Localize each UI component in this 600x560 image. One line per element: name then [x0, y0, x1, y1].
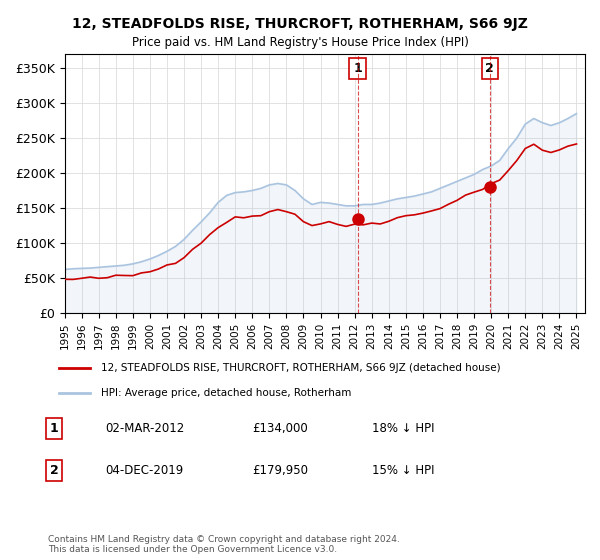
Text: £179,950: £179,950 — [252, 464, 308, 477]
Text: 12, STEADFOLDS RISE, THURCROFT, ROTHERHAM, S66 9JZ (detached house): 12, STEADFOLDS RISE, THURCROFT, ROTHERHA… — [101, 363, 500, 373]
Text: 02-MAR-2012: 02-MAR-2012 — [105, 422, 184, 435]
Text: 18% ↓ HPI: 18% ↓ HPI — [372, 422, 434, 435]
Text: 1: 1 — [353, 62, 362, 75]
Text: 04-DEC-2019: 04-DEC-2019 — [105, 464, 183, 477]
Text: 15% ↓ HPI: 15% ↓ HPI — [372, 464, 434, 477]
Text: HPI: Average price, detached house, Rotherham: HPI: Average price, detached house, Roth… — [101, 389, 351, 398]
Text: 2: 2 — [485, 62, 494, 75]
Text: Contains HM Land Registry data © Crown copyright and database right 2024.
This d: Contains HM Land Registry data © Crown c… — [48, 535, 400, 554]
Text: 2: 2 — [50, 464, 58, 477]
Text: Price paid vs. HM Land Registry's House Price Index (HPI): Price paid vs. HM Land Registry's House … — [131, 36, 469, 49]
Text: 1: 1 — [50, 422, 58, 435]
Text: 12, STEADFOLDS RISE, THURCROFT, ROTHERHAM, S66 9JZ: 12, STEADFOLDS RISE, THURCROFT, ROTHERHA… — [72, 17, 528, 31]
Text: £134,000: £134,000 — [252, 422, 308, 435]
